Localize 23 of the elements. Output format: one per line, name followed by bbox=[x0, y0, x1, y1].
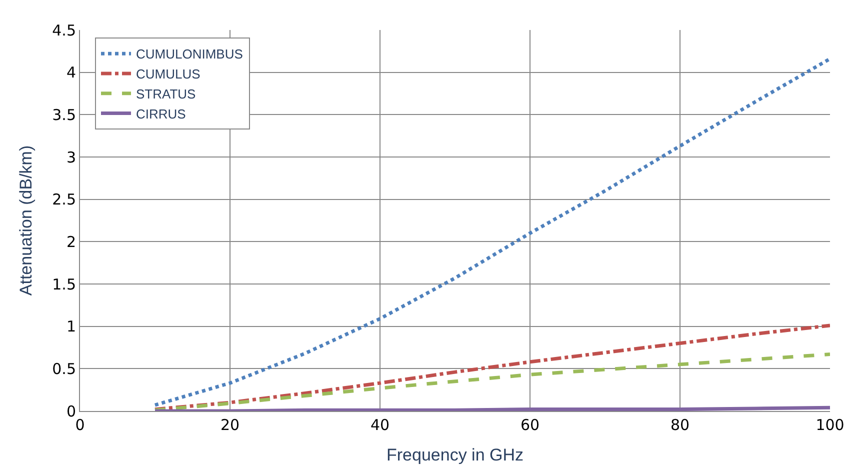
line-series bbox=[153, 352, 830, 411]
x-tick-label: 100 bbox=[816, 416, 844, 434]
legend-label: CUMULONIMBUS bbox=[136, 46, 244, 62]
y-tick-label: 2 bbox=[66, 232, 76, 251]
y-tick-label: 0 bbox=[66, 402, 76, 420]
legend-label: CIRRUS bbox=[136, 106, 186, 122]
legend-label: CUMULUS bbox=[136, 66, 201, 82]
x-tick-label: 20 bbox=[220, 416, 240, 434]
y-axis-title: Attenuation (dB/km) bbox=[16, 145, 36, 296]
y-tick-label: 0.5 bbox=[52, 360, 76, 378]
legend-label: STRATUS bbox=[136, 86, 196, 102]
x-tick-label: 80 bbox=[670, 416, 690, 434]
y-tick-label: 1 bbox=[66, 318, 76, 336]
y-tick-label: 2.5 bbox=[52, 190, 76, 209]
y-tick-label: 3.5 bbox=[52, 106, 76, 124]
y-tick-label: 4 bbox=[66, 64, 76, 82]
x-tick-label: 40 bbox=[370, 416, 390, 434]
y-tick-label: 3 bbox=[66, 148, 76, 166]
x-tick-label: 60 bbox=[520, 416, 540, 434]
line-series bbox=[153, 324, 830, 411]
y-tick-label: 4.5 bbox=[52, 21, 76, 40]
y-tick-label: 1.5 bbox=[52, 275, 76, 294]
x-axis-title: Frequency in GHz bbox=[386, 445, 524, 464]
